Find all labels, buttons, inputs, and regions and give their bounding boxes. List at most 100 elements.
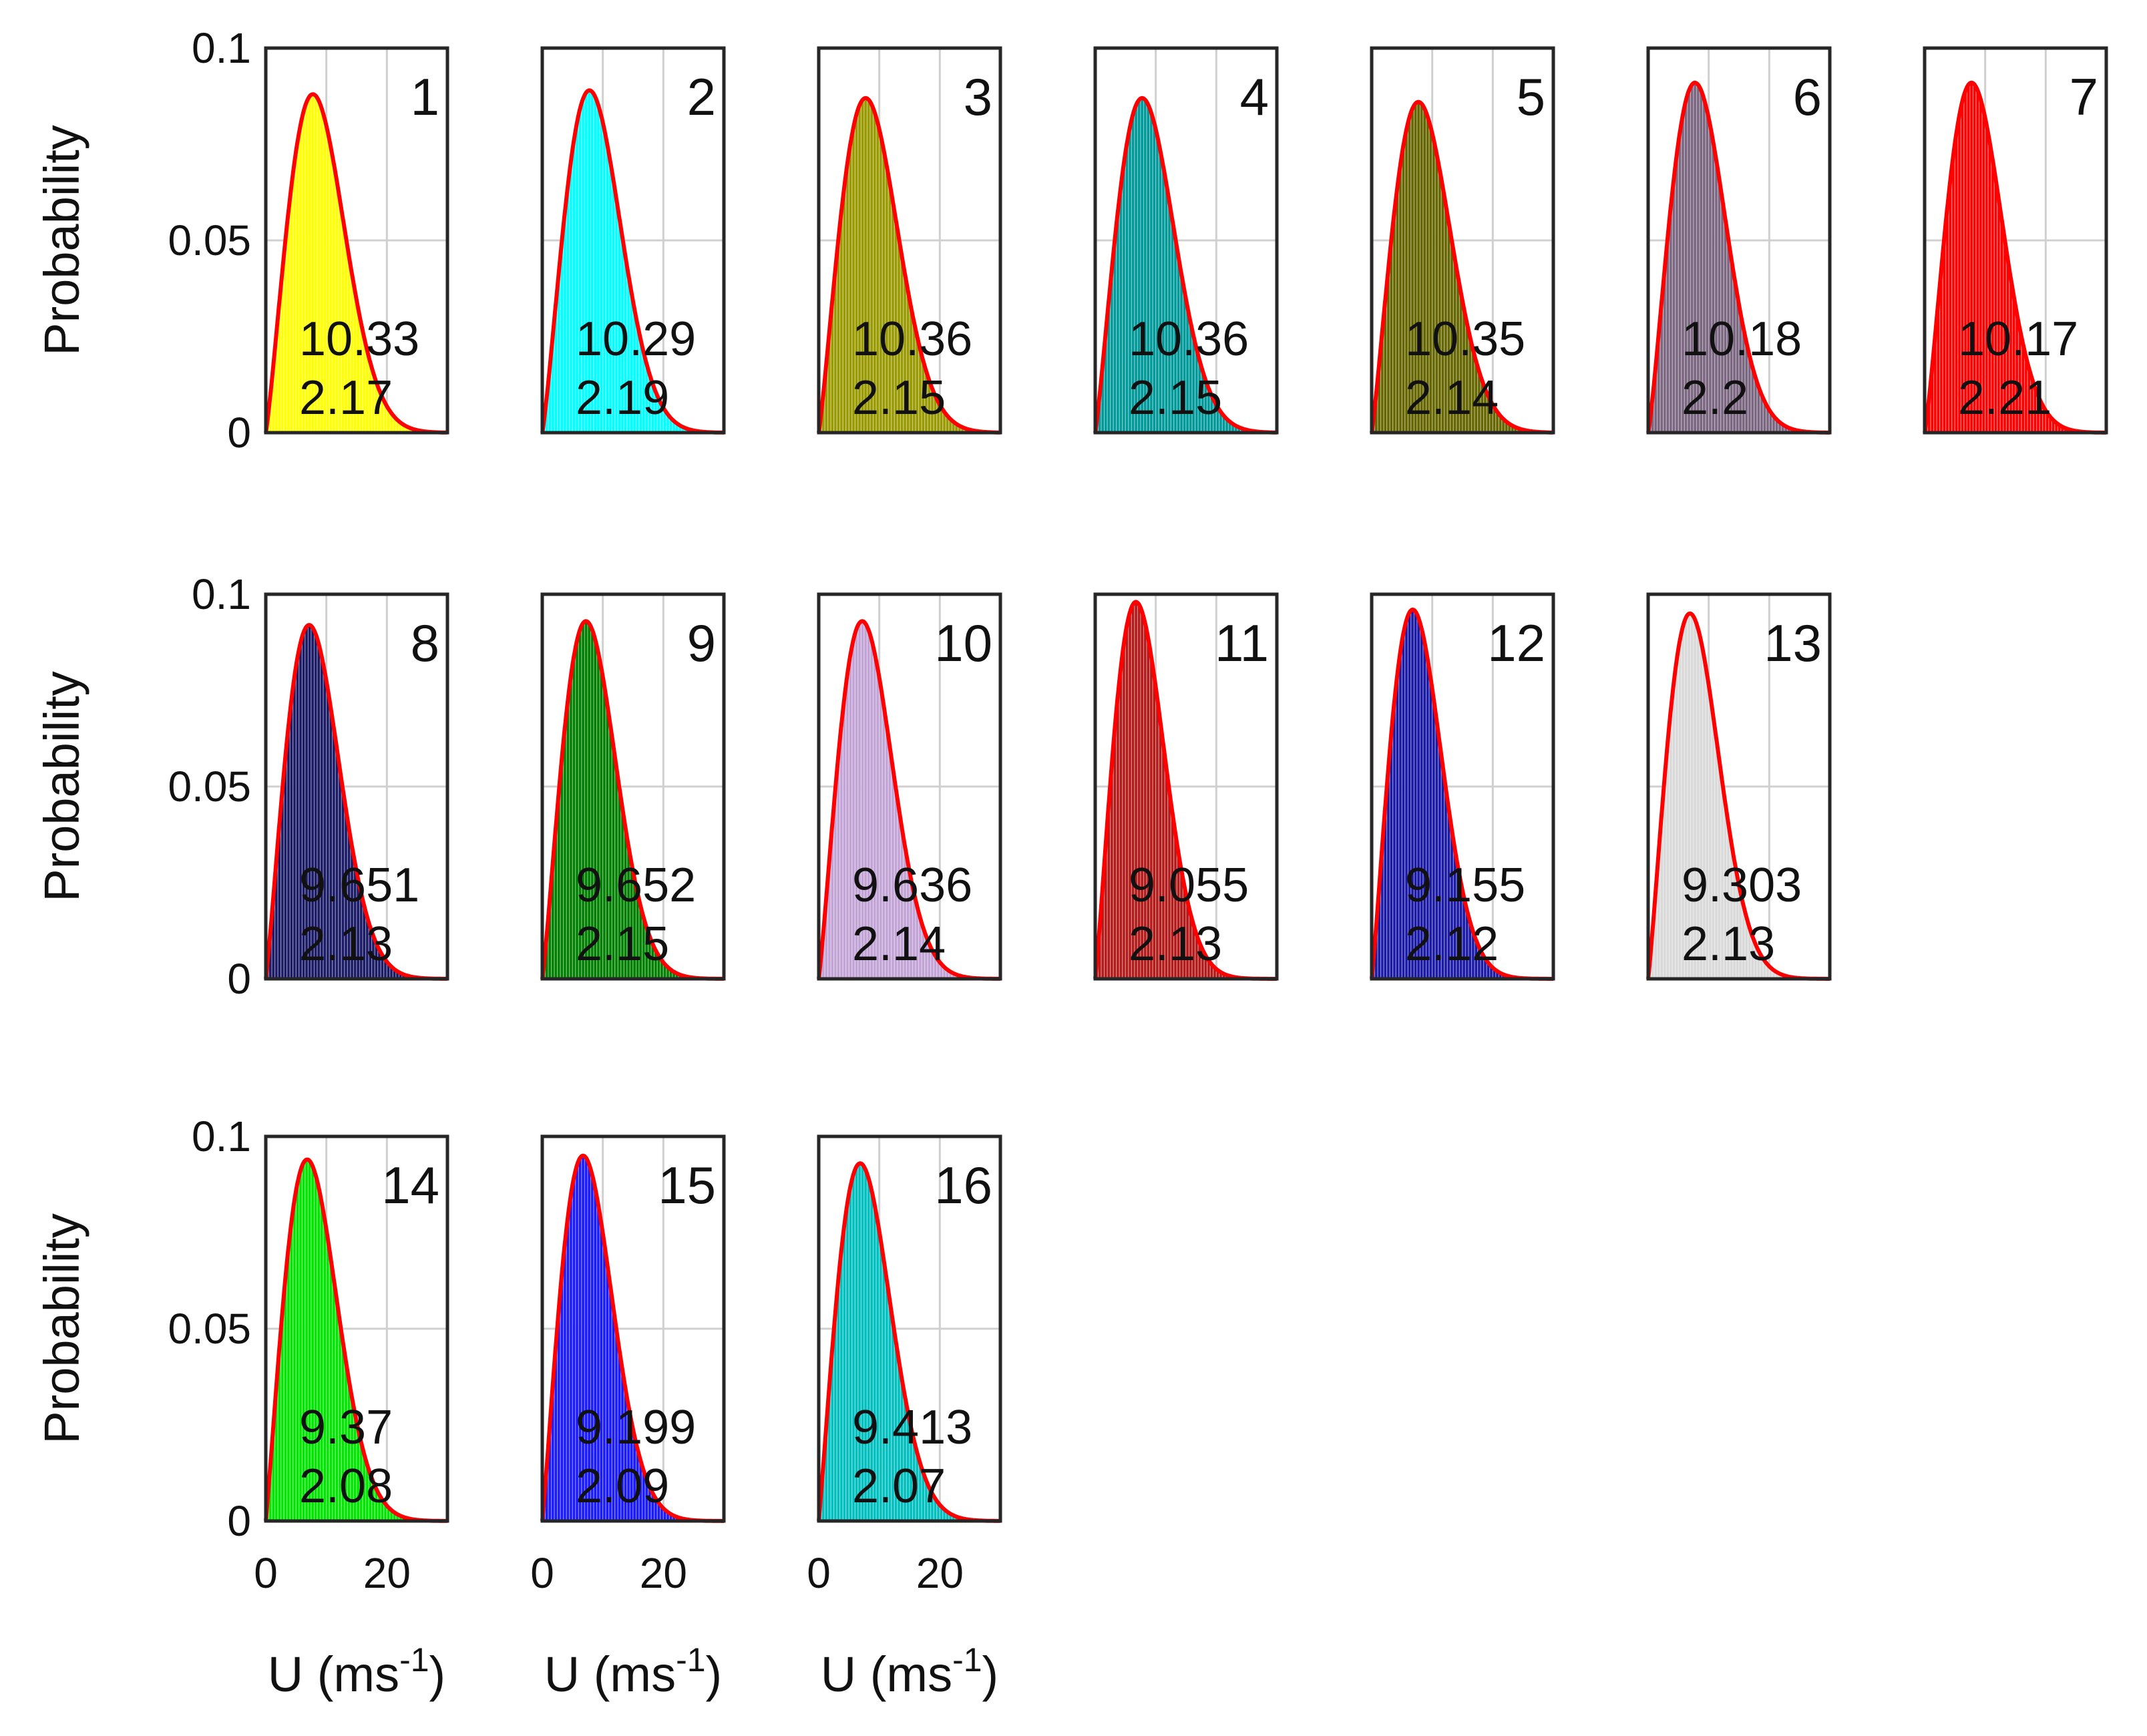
panel-number: 15 [658, 1156, 716, 1215]
weibull-shape-label: 2.09 [576, 1460, 669, 1513]
axes-box [540, 1134, 726, 1523]
histogram-bar [1392, 211, 1396, 433]
x-axis-label-text: U (ms [268, 1647, 399, 1702]
x-axis-label-text: U (ms [544, 1647, 676, 1702]
x-axis-label: U (ms-1) [544, 1641, 722, 1702]
histogram-bar [1675, 658, 1679, 980]
histogram-bar [1672, 178, 1676, 433]
y-tick-label: 0 [227, 1497, 251, 1545]
panel-number: 4 [1240, 67, 1269, 126]
weibull-shape-label: 2.21 [1958, 371, 2052, 425]
axes-box [264, 46, 449, 435]
panel-number: 6 [1793, 67, 1822, 126]
panel-number: 16 [934, 1156, 992, 1215]
histogram-bar [845, 1202, 849, 1522]
histogram-bar [1395, 673, 1400, 980]
weibull-scale-label: 9.413 [852, 1401, 972, 1454]
histogram-bar [842, 185, 847, 433]
histogram-bar [1389, 732, 1394, 980]
y-tick-label: 0.1 [192, 570, 251, 618]
x-tick-label: 20 [363, 1549, 411, 1597]
x-axis-label-superscript: -1 [676, 1641, 705, 1679]
weibull-fit-curve [1370, 99, 1553, 435]
weibull-scale-label: 9.199 [576, 1401, 696, 1454]
histogram-bar [1395, 186, 1400, 433]
x-axis-label-close: ) [429, 1647, 446, 1702]
weibull-fit-curve [540, 88, 724, 435]
x-tick-label: 0 [807, 1549, 831, 1597]
x-axis-label-close: ) [982, 1647, 999, 1702]
x-axis-label-superscript: -1 [952, 1641, 982, 1679]
panel-6: 6 10.182.2 [1646, 46, 1832, 435]
histogram-bar [1948, 179, 1953, 433]
weibull-fit-curve [817, 95, 1000, 435]
histogram-bar [1113, 726, 1117, 980]
x-axis-label: U (ms-1) [821, 1641, 998, 1702]
axes-box [1093, 592, 1279, 981]
x-tick-label: 20 [640, 1549, 687, 1597]
weibull-scale-label: 9.651 [299, 859, 419, 912]
histogram-bar [566, 698, 570, 980]
weibull-scale-label: 10.29 [576, 312, 696, 366]
panel-number: 9 [687, 614, 716, 672]
axes-box [817, 46, 1002, 435]
panel-number: 10 [934, 614, 992, 672]
weibull-shape-label: 2.07 [852, 1460, 946, 1513]
axes-box [540, 592, 726, 981]
y-tick-label: 0.05 [168, 763, 251, 811]
y-tick-label: 0.1 [192, 24, 251, 72]
weibull-scale-label: 10.36 [1129, 312, 1249, 366]
axes-box [264, 592, 449, 981]
histogram-bar [292, 161, 297, 433]
weibull-scale-label: 9.155 [1405, 859, 1525, 912]
histogram-bar [1122, 162, 1126, 433]
y-tick-label: 0 [227, 409, 251, 457]
histogram-bar [286, 210, 290, 433]
axes-box [1923, 46, 2108, 435]
weibull-scale-label: 10.36 [852, 312, 972, 366]
histogram-bar [289, 1221, 294, 1522]
histogram-bar [292, 1199, 297, 1522]
weibull-shape-label: 2.13 [1682, 917, 1775, 971]
panel-5: 5 10.352.14 [1370, 46, 1555, 435]
histogram-bar [292, 675, 297, 980]
histogram-bar [1951, 154, 1955, 433]
histogram-bar [1669, 708, 1673, 980]
axes-box [540, 46, 726, 435]
histogram-bar [1392, 700, 1396, 980]
weibull-scale-label: 9.652 [576, 859, 696, 912]
histogram-bar [566, 1215, 570, 1522]
weibull-scale-label: 9.636 [852, 859, 972, 912]
panel-number: 2 [687, 67, 716, 126]
panel-number: 14 [381, 1156, 439, 1215]
x-axis-label-superscript: -1 [399, 1641, 429, 1679]
weibull-shape-label: 2.14 [1405, 371, 1499, 425]
histogram-bar [283, 1277, 288, 1522]
histogram-bar [1116, 210, 1120, 433]
weibull-scale-label: 9.055 [1129, 859, 1249, 912]
axes-box [1646, 592, 1832, 981]
axes-box [1370, 46, 1555, 435]
x-tick-label: 20 [916, 1549, 964, 1597]
panel-2: 2 10.292.19 [540, 46, 726, 435]
weibull-scale-label: 10.18 [1682, 312, 1802, 366]
histogram-bar [566, 184, 570, 433]
panel-number: 1 [411, 67, 439, 126]
histogram-bar [563, 1241, 567, 1522]
histogram-bar [1398, 164, 1402, 433]
panel-number: 3 [964, 67, 992, 126]
panel-15: 15 9.199 2.09 0 20 U (ms-1) [530, 1134, 726, 1702]
plots: 1 10.332.17 0 0.05 0.1 Probability 2 10.292.19 3… [34, 24, 2108, 1702]
panel-number: 8 [411, 614, 439, 672]
x-axis-label-text: U (ms [821, 1647, 952, 1702]
histogram-bar [1675, 153, 1679, 433]
weibull-fit-curve [1646, 80, 1830, 435]
weibull-fit-curve [1093, 95, 1277, 435]
panel-number: 13 [1764, 614, 1822, 672]
panel-16: 16 9.413 2.07 0 20 U (ms-1) [807, 1134, 1002, 1702]
panel-7: 7 10.172.21 [1923, 46, 2108, 435]
